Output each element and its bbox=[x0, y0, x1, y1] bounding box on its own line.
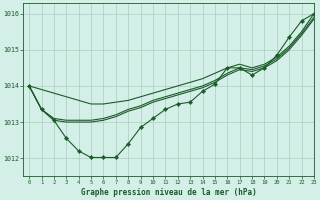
X-axis label: Graphe pression niveau de la mer (hPa): Graphe pression niveau de la mer (hPa) bbox=[81, 188, 256, 197]
